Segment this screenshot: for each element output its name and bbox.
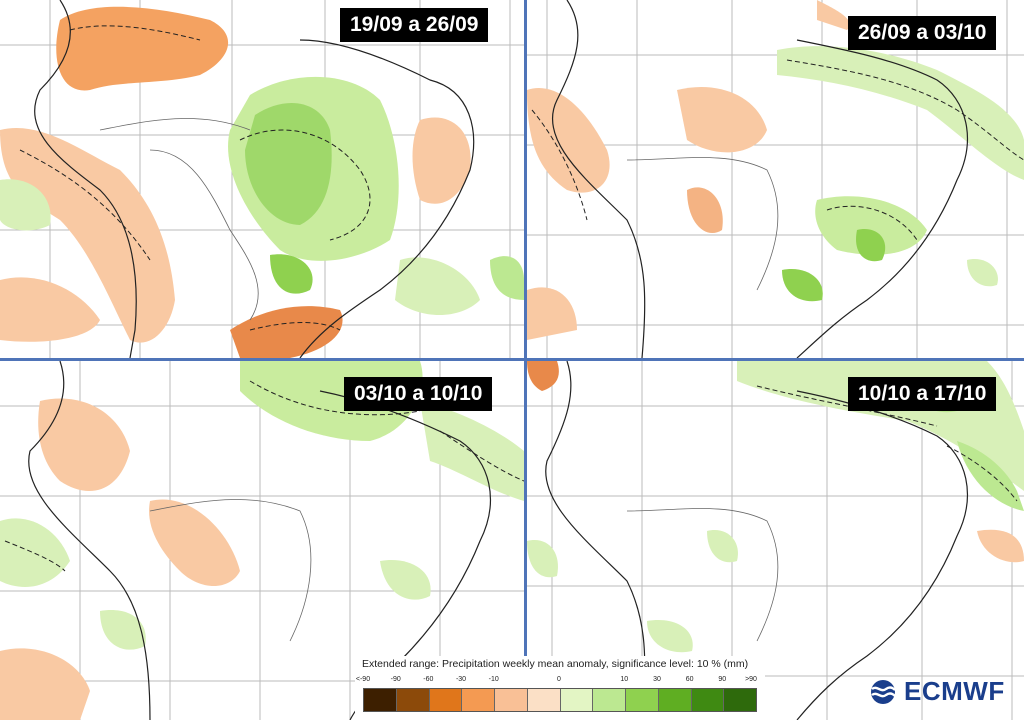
precip-anomaly-map	[0, 0, 524, 358]
legend-color-swatch	[593, 689, 626, 711]
color-legend: Extended range: Precipitation weekly mea…	[355, 656, 765, 720]
date-range-label: 26/09 a 03/10	[848, 16, 997, 50]
date-range-label: 19/09 a 26/09	[340, 8, 489, 42]
map-panel-2: 26/09 a 03/10	[527, 0, 1024, 358]
legend-tick: -90	[390, 676, 401, 683]
legend-color-swatch	[364, 689, 397, 711]
map-panel-1: 19/09 a 26/09	[0, 0, 524, 358]
legend-color-swatch	[527, 689, 561, 711]
ecmwf-logo: ECMWF	[866, 676, 1005, 707]
legend-tick: 0	[557, 676, 561, 683]
legend-color-bar	[363, 688, 757, 712]
date-range-label: 03/10 a 10/10	[344, 377, 493, 411]
legend-color-swatch	[691, 689, 725, 711]
legend-color-swatch	[724, 689, 756, 711]
legend-tick: >90	[745, 676, 757, 683]
panel-divider-horizontal	[0, 358, 1024, 361]
legend-color-swatch	[495, 689, 528, 711]
ecmwf-logo-icon	[871, 679, 896, 704]
legend-tick: 30	[653, 676, 661, 683]
legend-tick: 60	[685, 676, 694, 683]
legend-tick: -30	[455, 676, 467, 683]
legend-title: Extended range: Precipitation weekly mea…	[362, 658, 749, 670]
legend-tick: 10	[620, 676, 629, 683]
precip-anomaly-map	[527, 0, 1024, 358]
ecmwf-logo-text: ECMWF	[904, 676, 1005, 706]
legend-ticks: <-90 -90 -60 -30 -10 0 10 30 60 90 >90	[356, 676, 757, 686]
legend-color-swatch	[462, 689, 495, 711]
legend-color-swatch	[626, 689, 659, 711]
legend-tick: 90	[718, 676, 727, 683]
date-range-label: 10/10 a 17/10	[848, 377, 997, 411]
legend-tick: <-90	[355, 676, 371, 683]
legend-tick: -60	[423, 676, 434, 683]
legend-color-swatch	[429, 689, 463, 711]
legend-color-swatch	[560, 689, 594, 711]
legend-color-swatch	[396, 689, 430, 711]
legend-tick: -10	[488, 676, 499, 683]
legend-color-swatch	[658, 689, 692, 711]
